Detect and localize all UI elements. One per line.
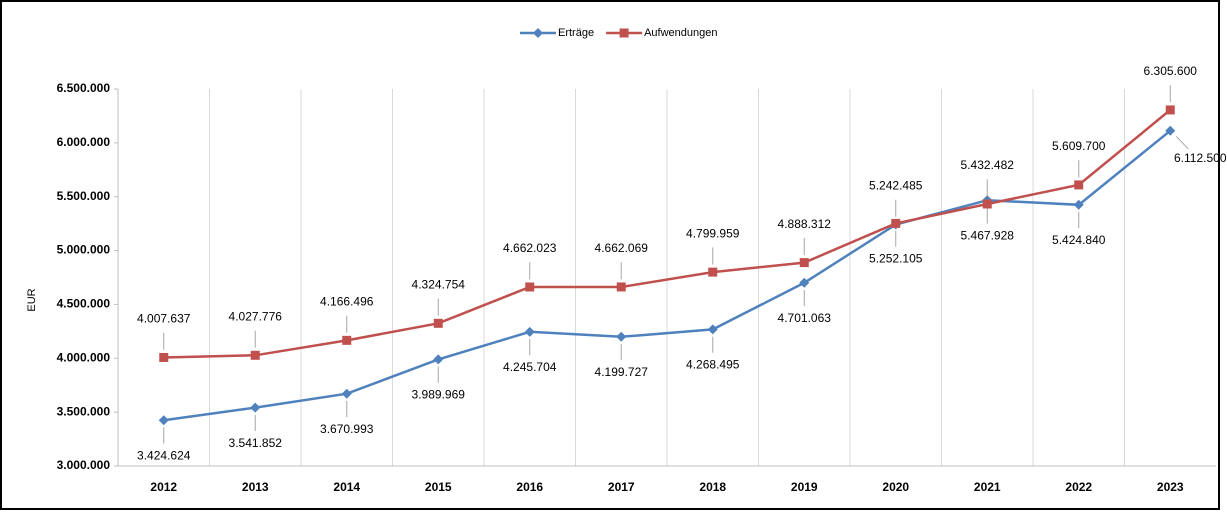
legend-label: Erträge	[558, 27, 594, 39]
data-label: 4.701.063	[778, 311, 832, 325]
data-label: 5.242.485	[869, 179, 923, 193]
x-tick-label: 2014	[333, 480, 360, 494]
data-label: 4.245.704	[503, 360, 557, 374]
data-point	[891, 218, 901, 228]
x-tick-label: 2015	[425, 480, 452, 494]
data-point	[250, 402, 261, 413]
data-label: 5.252.105	[869, 252, 923, 266]
data-label: 6.112.500	[1174, 151, 1227, 165]
x-tick-label: 2017	[608, 480, 635, 494]
legend-marker	[619, 28, 629, 38]
legend-label: Aufwendungen	[644, 27, 717, 39]
data-point	[707, 324, 718, 335]
data-point	[158, 415, 169, 426]
data-point	[616, 331, 627, 342]
data-point	[708, 267, 718, 277]
data-label: 4.268.495	[686, 358, 740, 372]
data-point	[525, 282, 535, 292]
y-tick-label: 6.000.000	[57, 135, 111, 149]
data-label: 5.432.482	[961, 158, 1015, 172]
data-label: 6.305.600	[1144, 64, 1198, 78]
data-label: 4.324.754	[412, 277, 466, 291]
data-label: 3.541.852	[229, 436, 283, 450]
y-tick-label: 6.500.000	[57, 81, 111, 95]
data-point	[982, 199, 992, 209]
y-tick-label: 3.500.000	[57, 404, 111, 418]
x-tick-label: 2022	[1065, 480, 1092, 494]
y-tick-label: 3.000.000	[57, 458, 111, 472]
data-point	[799, 258, 809, 268]
data-point	[1165, 125, 1176, 136]
data-label: 5.467.928	[961, 228, 1015, 242]
x-tick-label: 2020	[882, 480, 909, 494]
data-label: 5.424.840	[1052, 233, 1106, 247]
data-label: 4.799.959	[686, 226, 740, 240]
data-point	[1165, 105, 1175, 115]
data-label: 5.609.700	[1052, 139, 1106, 153]
y-tick-label: 4.000.000	[57, 350, 111, 364]
data-point	[159, 352, 169, 362]
data-point	[1074, 180, 1084, 190]
x-tick-label: 2018	[699, 480, 726, 494]
y-tick-label: 5.000.000	[57, 243, 111, 257]
data-label: 4.662.069	[595, 241, 649, 255]
legend-marker	[533, 28, 543, 38]
data-label: 4.662.023	[503, 241, 557, 255]
y-tick-label: 4.500.000	[57, 297, 111, 311]
data-point	[524, 326, 535, 337]
leader-line	[1175, 135, 1189, 150]
x-tick-label: 2021	[974, 480, 1001, 494]
y-axis-label: EUR	[26, 288, 38, 311]
data-point	[341, 388, 352, 399]
data-label: 4.027.776	[229, 309, 283, 323]
data-point	[799, 277, 810, 288]
data-label: 4.199.727	[595, 365, 649, 379]
data-point	[250, 350, 260, 360]
data-point	[433, 318, 443, 328]
data-point	[433, 354, 444, 365]
data-label: 3.424.624	[137, 448, 191, 462]
x-tick-label: 2019	[791, 480, 818, 494]
data-label: 3.989.969	[412, 388, 466, 402]
data-point	[342, 335, 352, 345]
x-tick-label: 2013	[242, 480, 269, 494]
data-label: 3.670.993	[320, 422, 374, 436]
data-point	[1073, 199, 1084, 210]
data-label: 4.166.496	[320, 295, 374, 309]
data-label: 4.888.312	[778, 217, 832, 231]
y-tick-label: 5.500.000	[57, 189, 111, 203]
x-tick-label: 2023	[1157, 480, 1184, 494]
data-label: 4.007.637	[137, 312, 191, 326]
data-point	[616, 282, 626, 292]
series-line	[163, 108, 1172, 359]
x-tick-label: 2012	[150, 480, 177, 494]
x-tick-label: 2016	[516, 480, 543, 494]
